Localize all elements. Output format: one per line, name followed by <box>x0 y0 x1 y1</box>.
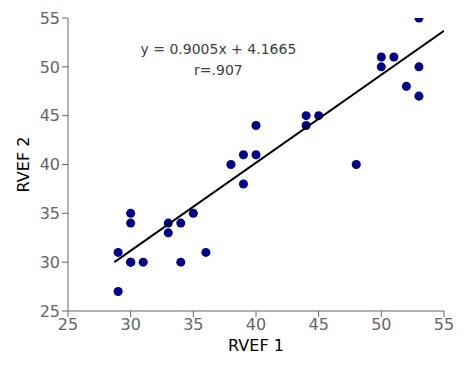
svg-text:25: 25 <box>40 302 60 321</box>
svg-text:25: 25 <box>58 315 78 334</box>
svg-text:RVEF 2: RVEF 2 <box>14 137 33 193</box>
svg-text:30: 30 <box>40 253 60 272</box>
svg-text:35: 35 <box>183 315 203 334</box>
svg-text:55: 55 <box>434 315 454 334</box>
svg-text:30: 30 <box>120 315 140 334</box>
svg-text:45: 45 <box>40 106 60 125</box>
svg-text:55: 55 <box>40 9 60 28</box>
svg-text:35: 35 <box>40 204 60 223</box>
html-text:r=.907: r=.907 <box>194 61 243 78</box>
html-text:y = 0.9005x + 4.1665: y = 0.9005x + 4.1665 <box>140 40 297 57</box>
svg-text:40: 40 <box>246 315 266 334</box>
svg-text:50: 50 <box>371 315 391 334</box>
svg-text:RVEF 1: RVEF 1 <box>228 336 284 355</box>
svg-text:45: 45 <box>308 315 328 334</box>
svg-text:40: 40 <box>40 155 60 174</box>
svg-text:50: 50 <box>40 58 60 77</box>
